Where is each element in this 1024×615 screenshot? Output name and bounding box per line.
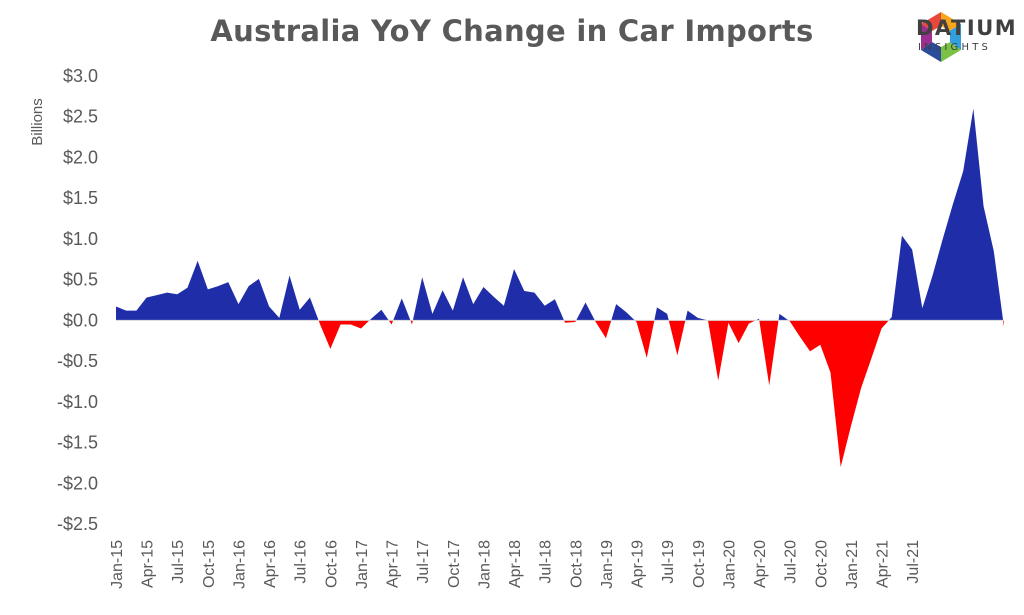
x-tick-label: Oct-18 <box>568 540 585 588</box>
logo-name: DATIUM <box>916 16 1018 40</box>
x-tick-label: Jul-19 <box>660 540 677 584</box>
y-tick-label: $0.5 <box>63 270 98 290</box>
y-tick-label: $3.0 <box>63 66 98 86</box>
datium-logo-icon <box>921 12 961 62</box>
x-tick-label: Oct-19 <box>691 540 708 588</box>
x-tick-label: Apr-15 <box>140 540 157 588</box>
y-tick-label: -$0.5 <box>57 351 98 371</box>
x-tick-label: Oct-16 <box>323 540 340 588</box>
x-tick-label: Apr-17 <box>385 540 402 588</box>
y-tick-label: $1.5 <box>63 188 98 208</box>
positive-area <box>116 108 1004 321</box>
y-axis-ticks: $3.0 $2.5 $2.0 $1.5 $1.0 $0.5 $0.0 -$0.5 -$1.0 -$… <box>57 66 98 534</box>
y-tick-label: $1.0 <box>63 229 98 249</box>
x-tick-label: Jul-15 <box>170 540 187 584</box>
logo-subtitle: INSIGHTS <box>918 42 992 53</box>
y-tick-label: -$1.0 <box>57 392 98 412</box>
x-tick-label: Jul-20 <box>783 540 800 584</box>
x-tick-label: Jan-18 <box>476 540 493 589</box>
y-tick-label: -$2.0 <box>57 473 98 493</box>
x-tick-label: Oct-17 <box>446 540 463 588</box>
x-tick-label: Jul-21 <box>905 540 922 584</box>
x-axis-ticks: Jan-15 Apr-15 Jul-15 Oct-15 Jan-16 Apr-16 Jul-… <box>109 540 922 589</box>
x-tick-label: Apr-21 <box>875 540 892 588</box>
y-tick-label: $0.0 <box>63 310 98 330</box>
x-tick-label: Apr-18 <box>507 540 524 588</box>
y-axis-label: Billions <box>29 98 46 146</box>
y-tick-label: $2.0 <box>63 147 98 167</box>
area-series <box>116 108 1004 467</box>
x-tick-label: Jan-20 <box>721 540 738 589</box>
x-tick-label: Jan-16 <box>231 540 248 589</box>
negative-area <box>116 320 1004 467</box>
x-tick-label: Jul-18 <box>538 540 555 584</box>
x-tick-label: Jan-15 <box>109 540 126 589</box>
y-tick-label: -$1.5 <box>57 433 98 453</box>
x-tick-label: Oct-15 <box>201 540 218 588</box>
x-tick-label: Apr-16 <box>262 540 279 588</box>
chart-title: Australia YoY Change in Car Imports <box>210 14 814 48</box>
x-tick-label: Jan-19 <box>599 540 616 589</box>
x-tick-label: Apr-20 <box>752 540 769 588</box>
y-tick-label: -$2.5 <box>57 514 98 534</box>
y-tick-label: $2.5 <box>63 107 98 127</box>
x-tick-label: Jul-17 <box>415 540 432 584</box>
x-tick-label: Apr-19 <box>630 540 647 588</box>
x-tick-label: Jan-21 <box>844 540 861 589</box>
x-tick-label: Oct-20 <box>813 540 830 588</box>
x-tick-label: Jan-17 <box>354 540 371 589</box>
x-tick-label: Jul-16 <box>293 540 310 584</box>
